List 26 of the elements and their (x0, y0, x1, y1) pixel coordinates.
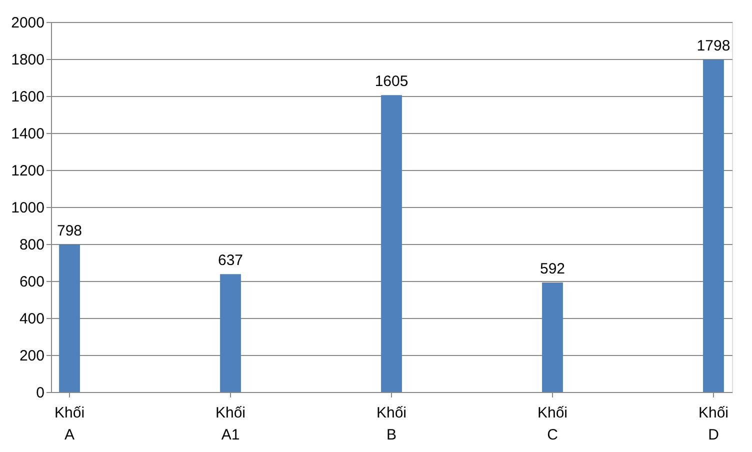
x-tick-label: Khối D (698, 404, 728, 444)
y-tick-label: 1000 (11, 200, 44, 216)
y-tick-label: 200 (19, 348, 44, 364)
bar (703, 59, 724, 392)
y-tick-label: 0 (36, 384, 44, 402)
x-tick-label: Khối C (537, 404, 568, 444)
bar (59, 244, 80, 392)
y-tick-label: 1800 (11, 52, 44, 68)
y-tick-label: 1200 (11, 162, 44, 180)
x-tick-label: Khối B (376, 404, 407, 444)
data-label: 1605 (374, 73, 408, 90)
bar (381, 95, 402, 392)
data-label: 1798 (696, 37, 730, 54)
data-label: 592 (540, 260, 566, 278)
x-tick-label: Khối A (54, 404, 85, 444)
bar (542, 282, 563, 392)
y-tick-label: 600 (19, 274, 44, 290)
x-tick-label: Khối A1 (215, 404, 246, 444)
y-tick-label: 2000 (11, 14, 44, 32)
y-tick-label: 1400 (11, 126, 44, 142)
data-label: 637 (218, 252, 244, 270)
y-tick-label: 400 (19, 310, 44, 328)
y-tick-label: 1600 (11, 88, 44, 106)
bar (220, 274, 241, 392)
data-label: 798 (57, 222, 82, 240)
y-tick-label: 800 (19, 236, 44, 254)
